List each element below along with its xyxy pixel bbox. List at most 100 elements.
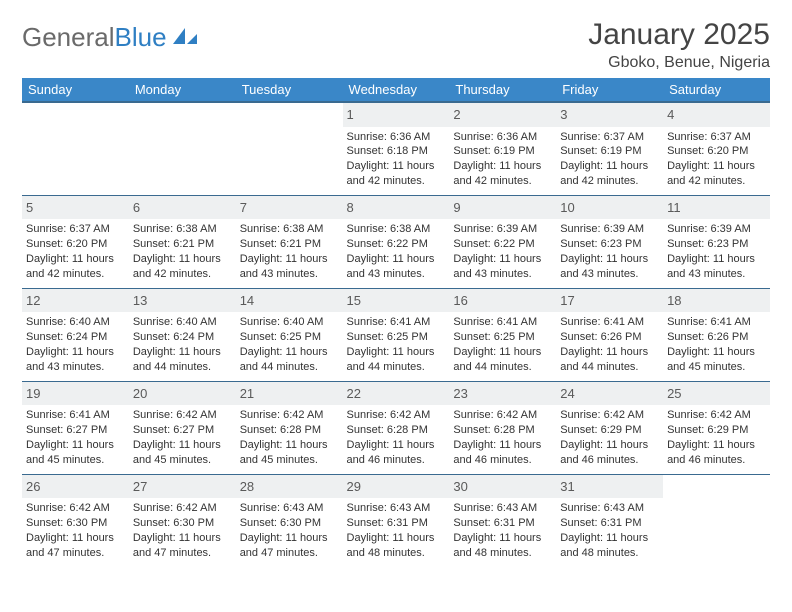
daylight-line: Daylight: 11 hours: [133, 531, 232, 546]
daylight-line: Daylight: 11 hours: [347, 345, 446, 360]
daylight-line: Daylight: 11 hours: [26, 438, 125, 453]
daylight-line: and 48 minutes.: [347, 546, 446, 561]
daylight-line: Daylight: 11 hours: [240, 438, 339, 453]
sunrise-line: Sunrise: 6:39 AM: [453, 222, 552, 237]
daylight-line: Daylight: 11 hours: [560, 252, 659, 267]
calendar-week-row: 1Sunrise: 6:36 AMSunset: 6:18 PMDaylight…: [22, 102, 770, 195]
daylight-line: and 44 minutes.: [560, 360, 659, 375]
weekday-header: Tuesday: [236, 78, 343, 102]
calendar-cell: 3Sunrise: 6:37 AMSunset: 6:19 PMDaylight…: [556, 102, 663, 195]
day-number: 21: [236, 382, 343, 406]
day-number: 29: [343, 475, 450, 499]
calendar-cell: 24Sunrise: 6:42 AMSunset: 6:29 PMDayligh…: [556, 381, 663, 474]
sunset-line: Sunset: 6:25 PM: [347, 330, 446, 345]
sunset-line: Sunset: 6:25 PM: [240, 330, 339, 345]
sunrise-line: Sunrise: 6:38 AM: [133, 222, 232, 237]
weekday-header: Saturday: [663, 78, 770, 102]
day-content: 18Sunrise: 6:41 AMSunset: 6:26 PMDayligh…: [667, 289, 766, 375]
day-number: 30: [449, 475, 556, 499]
sunrise-line: Sunrise: 6:38 AM: [347, 222, 446, 237]
daylight-line: and 42 minutes.: [453, 174, 552, 189]
calendar-cell: 2Sunrise: 6:36 AMSunset: 6:19 PMDaylight…: [449, 102, 556, 195]
sunset-line: Sunset: 6:28 PM: [240, 423, 339, 438]
day-number: 12: [22, 289, 129, 313]
calendar-cell: 15 Sunrise: 6:41 AMSunset: 6:25 PMDayligh…: [343, 288, 450, 381]
daylight-line: and 48 minutes.: [453, 546, 552, 561]
day-number: 15: [343, 289, 450, 313]
calendar-cell: [236, 102, 343, 195]
daylight-line: and 45 minutes.: [26, 453, 125, 468]
sunset-line: Sunset: 6:21 PM: [240, 237, 339, 252]
calendar-week-row: 19Sunrise: 6:41 AMSunset: 6:27 PMDayligh…: [22, 381, 770, 474]
daylight-line: and 43 minutes.: [667, 267, 766, 282]
day-content: 8Sunrise: 6:38 AMSunset: 6:22 PMDaylight…: [347, 196, 446, 282]
calendar-cell: 29Sunrise: 6:43 AMSunset: 6:31 PMDayligh…: [343, 474, 450, 566]
daylight-line: Daylight: 11 hours: [347, 531, 446, 546]
day-content: 3Sunrise: 6:37 AMSunset: 6:19 PMDaylight…: [560, 103, 659, 189]
calendar-cell: 5Sunrise: 6:37 AMSunset: 6:20 PMDaylight…: [22, 195, 129, 288]
calendar-cell: 8Sunrise: 6:38 AMSunset: 6:22 PMDaylight…: [343, 195, 450, 288]
sunrise-line: Sunrise: 6:41 AM: [347, 315, 446, 330]
daylight-line: and 42 minutes.: [560, 174, 659, 189]
calendar-cell: 11Sunrise: 6:39 AMSunset: 6:23 PMDayligh…: [663, 195, 770, 288]
daylight-line: and 46 minutes.: [667, 453, 766, 468]
sunrise-line: Sunrise: 6:41 AM: [560, 315, 659, 330]
calendar-cell: 9Sunrise: 6:39 AMSunset: 6:22 PMDaylight…: [449, 195, 556, 288]
daylight-line: and 45 minutes.: [133, 453, 232, 468]
day-content: 23Sunrise: 6:42 AMSunset: 6:28 PMDayligh…: [453, 382, 552, 468]
day-number: 24: [556, 382, 663, 406]
daylight-line: Daylight: 11 hours: [133, 252, 232, 267]
sunset-line: Sunset: 6:30 PM: [133, 516, 232, 531]
daylight-line: Daylight: 11 hours: [347, 159, 446, 174]
daylight-line: Daylight: 11 hours: [667, 438, 766, 453]
sunrise-line: Sunrise: 6:38 AM: [240, 222, 339, 237]
daylight-line: Daylight: 11 hours: [347, 252, 446, 267]
day-content: 6Sunrise: 6:38 AMSunset: 6:21 PMDaylight…: [133, 196, 232, 282]
weekday-header: Sunday: [22, 78, 129, 102]
daylight-line: and 45 minutes.: [667, 360, 766, 375]
calendar-cell: 10Sunrise: 6:39 AMSunset: 6:23 PMDayligh…: [556, 195, 663, 288]
daylight-line: Daylight: 11 hours: [560, 438, 659, 453]
day-number: 27: [129, 475, 236, 499]
calendar-cell: 22Sunrise: 6:42 AMSunset: 6:28 PMDayligh…: [343, 381, 450, 474]
sunrise-line: Sunrise: 6:41 AM: [667, 315, 766, 330]
sunrise-line: Sunrise: 6:43 AM: [347, 501, 446, 516]
sunrise-line: Sunrise: 6:43 AM: [240, 501, 339, 516]
sunset-line: Sunset: 6:19 PM: [560, 144, 659, 159]
sail-icon: [171, 26, 199, 46]
sunrise-line: Sunrise: 6:36 AM: [347, 130, 446, 145]
day-content: 1Sunrise: 6:36 AMSunset: 6:18 PMDaylight…: [347, 103, 446, 189]
sunset-line: Sunset: 6:28 PM: [453, 423, 552, 438]
calendar-cell: 30Sunrise: 6:43 AMSunset: 6:31 PMDayligh…: [449, 474, 556, 566]
day-content: 2Sunrise: 6:36 AMSunset: 6:19 PMDaylight…: [453, 103, 552, 189]
sunrise-line: Sunrise: 6:42 AM: [667, 408, 766, 423]
day-content: 4Sunrise: 6:37 AMSunset: 6:20 PMDaylight…: [667, 103, 766, 189]
daylight-line: Daylight: 11 hours: [240, 531, 339, 546]
day-number: 18: [663, 289, 770, 313]
daylight-line: Daylight: 11 hours: [240, 345, 339, 360]
calendar-cell: 16Sunrise: 6:41 AMSunset: 6:25 PMDayligh…: [449, 288, 556, 381]
day-content: 28Sunrise: 6:43 AMSunset: 6:30 PMDayligh…: [240, 475, 339, 561]
day-content: 16Sunrise: 6:41 AMSunset: 6:25 PMDayligh…: [453, 289, 552, 375]
sunset-line: Sunset: 6:30 PM: [240, 516, 339, 531]
sunset-line: Sunset: 6:24 PM: [133, 330, 232, 345]
page-title: January 2025: [588, 18, 770, 52]
sunrise-line: Sunrise: 6:40 AM: [26, 315, 125, 330]
daylight-line: Daylight: 11 hours: [667, 252, 766, 267]
sunrise-line: Sunrise: 6:43 AM: [560, 501, 659, 516]
sunrise-line: Sunrise: 6:42 AM: [26, 501, 125, 516]
sunset-line: Sunset: 6:29 PM: [560, 423, 659, 438]
calendar-cell: [663, 474, 770, 566]
day-content: 26Sunrise: 6:42 AMSunset: 6:30 PMDayligh…: [26, 475, 125, 561]
sunset-line: Sunset: 6:20 PM: [667, 144, 766, 159]
daylight-line: Daylight: 11 hours: [26, 345, 125, 360]
day-number: 23: [449, 382, 556, 406]
daylight-line: Daylight: 11 hours: [453, 252, 552, 267]
sunrise-line: Sunrise: 6:36 AM: [453, 130, 552, 145]
day-content: 10Sunrise: 6:39 AMSunset: 6:23 PMDayligh…: [560, 196, 659, 282]
calendar-week-row: 5Sunrise: 6:37 AMSunset: 6:20 PMDaylight…: [22, 195, 770, 288]
calendar-cell: 28Sunrise: 6:43 AMSunset: 6:30 PMDayligh…: [236, 474, 343, 566]
day-content: 21Sunrise: 6:42 AMSunset: 6:28 PMDayligh…: [240, 382, 339, 468]
sunset-line: Sunset: 6:23 PM: [667, 237, 766, 252]
brand-part1: General: [22, 22, 115, 53]
